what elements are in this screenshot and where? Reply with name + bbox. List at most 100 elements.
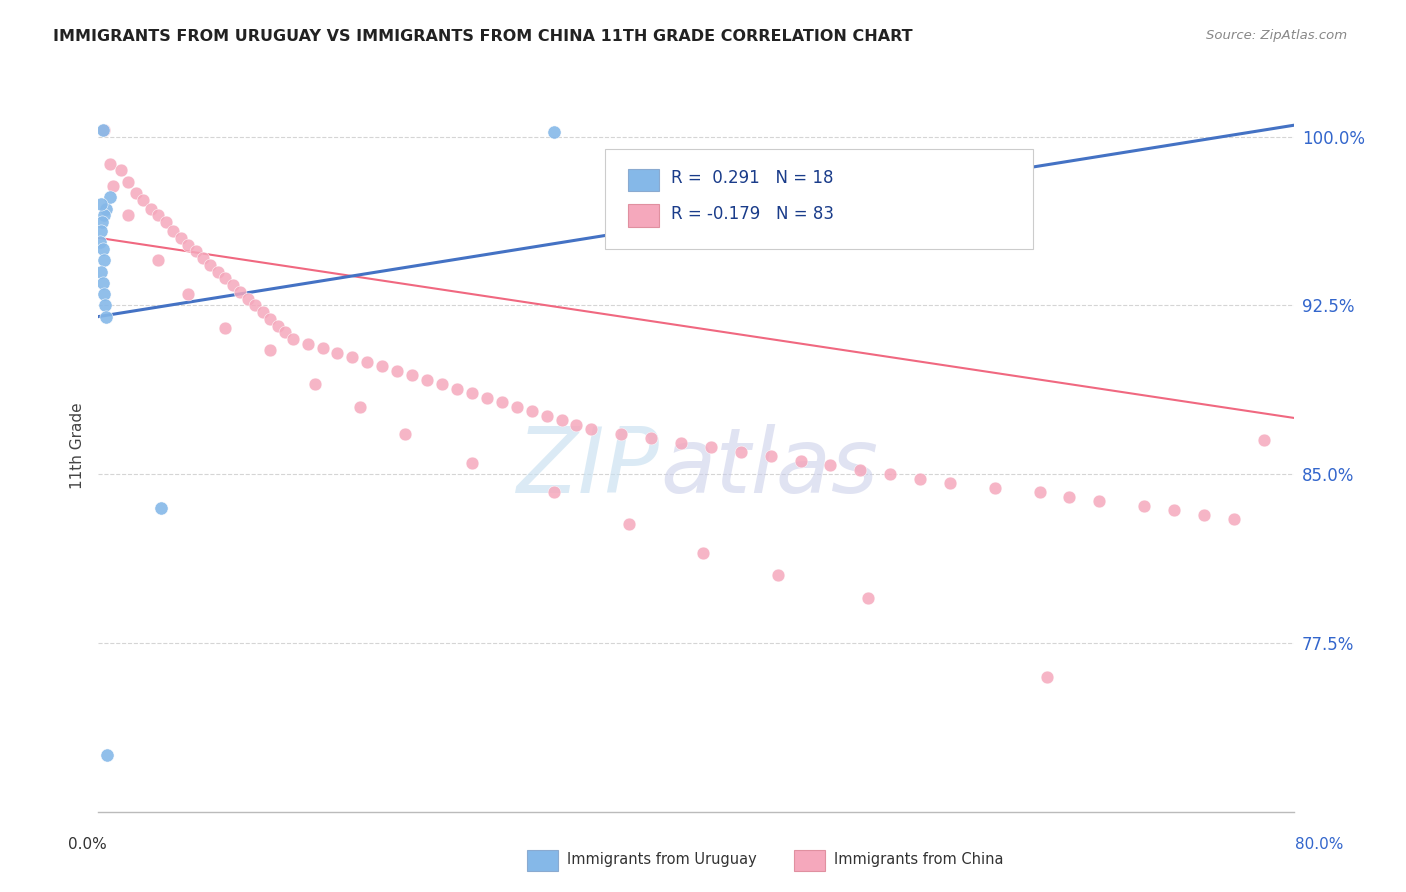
Point <box>908 472 931 486</box>
Point <box>543 485 565 500</box>
Point <box>759 449 782 463</box>
Point <box>356 354 378 368</box>
Point <box>543 125 565 139</box>
Point <box>229 285 252 299</box>
Point <box>93 253 115 268</box>
Point <box>91 276 114 290</box>
Point <box>177 287 200 301</box>
Point <box>90 264 112 278</box>
Point <box>349 400 371 414</box>
Point <box>297 336 319 351</box>
Point <box>252 305 274 319</box>
Point <box>730 444 752 458</box>
Text: Immigrants from Uruguay: Immigrants from Uruguay <box>567 853 756 867</box>
Point <box>550 413 572 427</box>
Point <box>401 368 423 383</box>
Point <box>1133 499 1156 513</box>
Point <box>581 422 603 436</box>
Point <box>1088 494 1111 508</box>
Point <box>184 244 207 259</box>
Point <box>640 431 662 445</box>
Point <box>90 224 112 238</box>
Point <box>326 345 349 359</box>
Point <box>430 377 453 392</box>
Point <box>700 440 723 454</box>
Point <box>820 458 842 472</box>
Point <box>200 258 222 272</box>
Point <box>342 350 364 364</box>
Point <box>311 341 333 355</box>
Point <box>91 242 114 256</box>
Text: 80.0%: 80.0% <box>1295 838 1343 852</box>
Point <box>96 748 118 763</box>
Point <box>139 202 162 216</box>
Text: IMMIGRANTS FROM URUGUAY VS IMMIGRANTS FROM CHINA 11TH GRADE CORRELATION CHART: IMMIGRANTS FROM URUGUAY VS IMMIGRANTS FR… <box>53 29 912 44</box>
Point <box>1036 670 1059 684</box>
Point <box>1028 485 1050 500</box>
Point <box>304 377 326 392</box>
Point <box>939 476 962 491</box>
Point <box>536 409 558 423</box>
Point <box>669 435 692 450</box>
Point <box>117 208 139 222</box>
Point <box>94 310 117 324</box>
Text: Source: ZipAtlas.com: Source: ZipAtlas.com <box>1206 29 1347 42</box>
Point <box>461 456 484 470</box>
Text: ZIP: ZIP <box>517 424 661 512</box>
Point <box>191 251 214 265</box>
Point <box>984 481 1007 495</box>
Point <box>91 215 114 229</box>
Point <box>89 235 111 250</box>
Point <box>879 467 901 482</box>
Point <box>856 591 879 605</box>
Point <box>207 264 229 278</box>
Point <box>371 359 394 373</box>
Point <box>1223 512 1246 526</box>
Point <box>259 343 281 358</box>
Point <box>117 175 139 189</box>
Text: 0.0%: 0.0% <box>67 838 107 852</box>
Point <box>461 386 484 401</box>
Point <box>1059 490 1081 504</box>
Point <box>1253 434 1275 448</box>
Point <box>93 123 115 137</box>
Point <box>162 224 184 238</box>
Y-axis label: 11th Grade: 11th Grade <box>69 402 84 490</box>
Point <box>91 123 114 137</box>
Point <box>93 208 115 222</box>
Point <box>94 298 117 312</box>
Point <box>766 568 789 582</box>
Point <box>98 156 122 170</box>
Text: R =  0.291   N = 18: R = 0.291 N = 18 <box>671 169 834 187</box>
Point <box>214 321 236 335</box>
Point <box>475 391 498 405</box>
Point <box>446 382 468 396</box>
Point <box>259 311 281 326</box>
Point <box>214 271 236 285</box>
Point <box>125 186 148 200</box>
Point <box>245 298 267 312</box>
Point <box>267 318 290 333</box>
Point <box>103 179 125 194</box>
Point <box>789 453 811 467</box>
Point <box>849 462 872 476</box>
Point <box>150 500 173 515</box>
Point <box>692 546 714 560</box>
Text: R = -0.179   N = 83: R = -0.179 N = 83 <box>671 205 834 223</box>
Point <box>132 193 155 207</box>
Point <box>617 516 640 531</box>
Point <box>491 395 513 409</box>
Text: Immigrants from China: Immigrants from China <box>834 853 1004 867</box>
Point <box>281 332 304 346</box>
Point <box>565 417 588 432</box>
Point <box>98 190 122 204</box>
Point <box>110 163 132 178</box>
Point <box>610 426 633 441</box>
Point <box>155 215 177 229</box>
Point <box>222 278 245 293</box>
Point <box>1163 503 1185 517</box>
Point <box>148 253 170 268</box>
Point <box>416 373 439 387</box>
Point <box>506 400 529 414</box>
Point <box>93 287 115 301</box>
